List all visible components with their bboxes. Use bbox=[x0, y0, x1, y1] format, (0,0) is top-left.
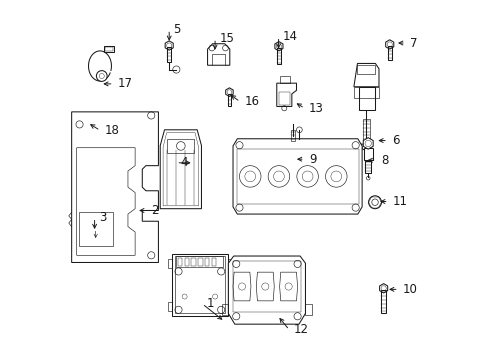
Bar bbox=[167, 302, 172, 311]
Bar bbox=[167, 47, 171, 62]
Text: 18: 18 bbox=[104, 124, 119, 137]
Polygon shape bbox=[274, 41, 283, 51]
Polygon shape bbox=[385, 40, 393, 49]
Polygon shape bbox=[353, 63, 378, 87]
Bar bbox=[290, 130, 294, 140]
Text: 16: 16 bbox=[244, 95, 259, 108]
Bar bbox=[364, 161, 371, 173]
Bar bbox=[227, 259, 231, 268]
Bar bbox=[91, 224, 96, 240]
Bar bbox=[353, 87, 378, 98]
Text: 3: 3 bbox=[99, 211, 106, 224]
Bar bbox=[108, 214, 113, 223]
Bar bbox=[204, 258, 209, 266]
Circle shape bbox=[368, 196, 381, 209]
Bar bbox=[175, 256, 224, 314]
Bar bbox=[363, 119, 369, 140]
Text: 17: 17 bbox=[118, 77, 133, 90]
Bar bbox=[176, 256, 223, 267]
Bar bbox=[222, 305, 228, 315]
Bar bbox=[167, 139, 194, 153]
Bar bbox=[178, 258, 182, 266]
Text: 4: 4 bbox=[180, 156, 188, 169]
Bar bbox=[184, 258, 188, 266]
Polygon shape bbox=[379, 284, 387, 293]
Text: 7: 7 bbox=[409, 36, 417, 50]
Bar bbox=[363, 148, 372, 160]
Bar bbox=[227, 94, 231, 106]
Polygon shape bbox=[102, 193, 136, 210]
Polygon shape bbox=[360, 144, 371, 149]
Text: 12: 12 bbox=[293, 323, 308, 336]
Polygon shape bbox=[88, 120, 96, 129]
Polygon shape bbox=[165, 41, 173, 50]
Polygon shape bbox=[160, 130, 201, 209]
Polygon shape bbox=[276, 83, 296, 107]
Text: 13: 13 bbox=[308, 102, 323, 115]
Bar bbox=[305, 305, 311, 315]
Text: 14: 14 bbox=[282, 30, 297, 43]
Bar bbox=[276, 48, 281, 64]
Bar bbox=[79, 212, 113, 246]
Polygon shape bbox=[363, 138, 372, 149]
Bar bbox=[191, 258, 195, 266]
Bar bbox=[172, 253, 227, 316]
Bar bbox=[167, 259, 172, 268]
Bar bbox=[103, 46, 114, 52]
Bar bbox=[211, 258, 216, 266]
Polygon shape bbox=[207, 44, 229, 65]
Bar bbox=[381, 290, 385, 314]
Text: 15: 15 bbox=[219, 32, 234, 45]
Text: 6: 6 bbox=[391, 134, 399, 147]
Polygon shape bbox=[72, 112, 158, 262]
Text: 11: 11 bbox=[392, 195, 407, 208]
Polygon shape bbox=[233, 139, 362, 214]
Circle shape bbox=[96, 71, 107, 81]
Bar bbox=[278, 92, 289, 105]
Bar bbox=[357, 65, 375, 74]
Text: 2: 2 bbox=[151, 204, 159, 217]
Text: 5: 5 bbox=[173, 23, 181, 36]
Polygon shape bbox=[228, 256, 305, 324]
Bar bbox=[198, 258, 202, 266]
Text: 8: 8 bbox=[380, 154, 387, 167]
Text: 1: 1 bbox=[206, 297, 214, 310]
Bar bbox=[105, 47, 112, 51]
Text: 9: 9 bbox=[308, 153, 316, 166]
Bar bbox=[227, 302, 231, 311]
Bar bbox=[279, 76, 290, 83]
Polygon shape bbox=[89, 218, 99, 228]
Bar bbox=[387, 46, 391, 59]
Polygon shape bbox=[225, 88, 233, 96]
Bar bbox=[358, 87, 374, 110]
Text: 10: 10 bbox=[402, 283, 417, 296]
